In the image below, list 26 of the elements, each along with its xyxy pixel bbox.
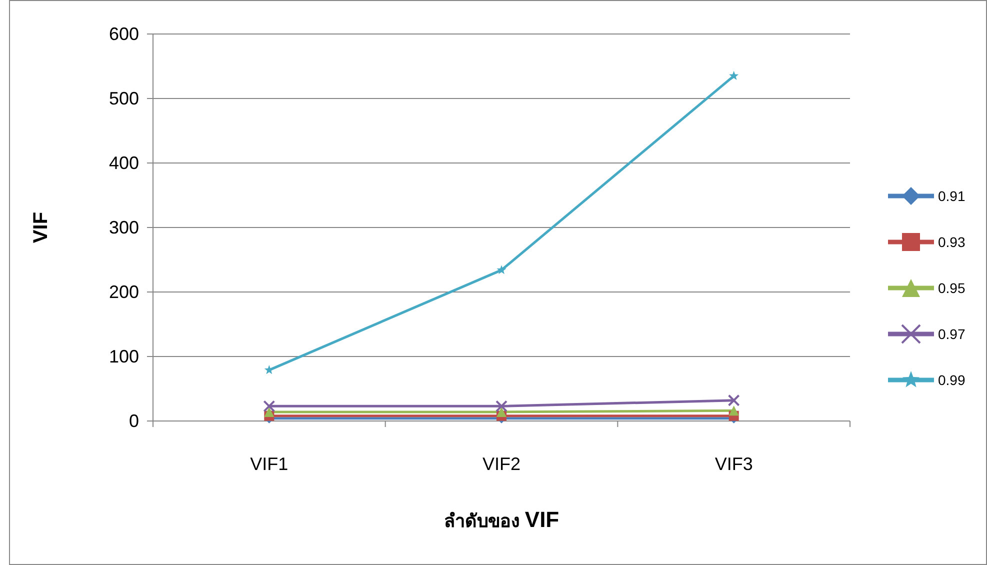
y-tick-label: 200 (108, 282, 139, 302)
y-tick-label: 600 (108, 24, 139, 44)
point (728, 394, 740, 406)
legend-label: 0.99 (938, 372, 966, 388)
point (496, 400, 508, 412)
y-tick-label: 400 (108, 153, 139, 173)
legend-label: 0.93 (938, 234, 966, 250)
x-tick-label: VIF3 (714, 454, 753, 474)
y-tick-label: 300 (108, 218, 139, 238)
point (263, 400, 276, 412)
point (729, 70, 739, 80)
legend-label: 0.91 (938, 188, 966, 204)
y-tick-label: 500 (108, 88, 139, 108)
x-tick-label: VIF1 (250, 454, 288, 474)
y-tick-label: 100 (108, 346, 139, 366)
point (264, 406, 274, 417)
point (264, 365, 274, 374)
y-axis-title: VIF (30, 212, 52, 244)
x-tick-label: VIF2 (482, 454, 521, 474)
point (728, 406, 739, 416)
y-tick-label: 0 (128, 411, 139, 431)
point (496, 406, 506, 417)
legend-label: 0.97 (938, 326, 966, 342)
point (496, 265, 506, 274)
x-axis-title: ลำดับของ VIF (444, 507, 560, 532)
legend-label: 0.95 (938, 280, 966, 296)
